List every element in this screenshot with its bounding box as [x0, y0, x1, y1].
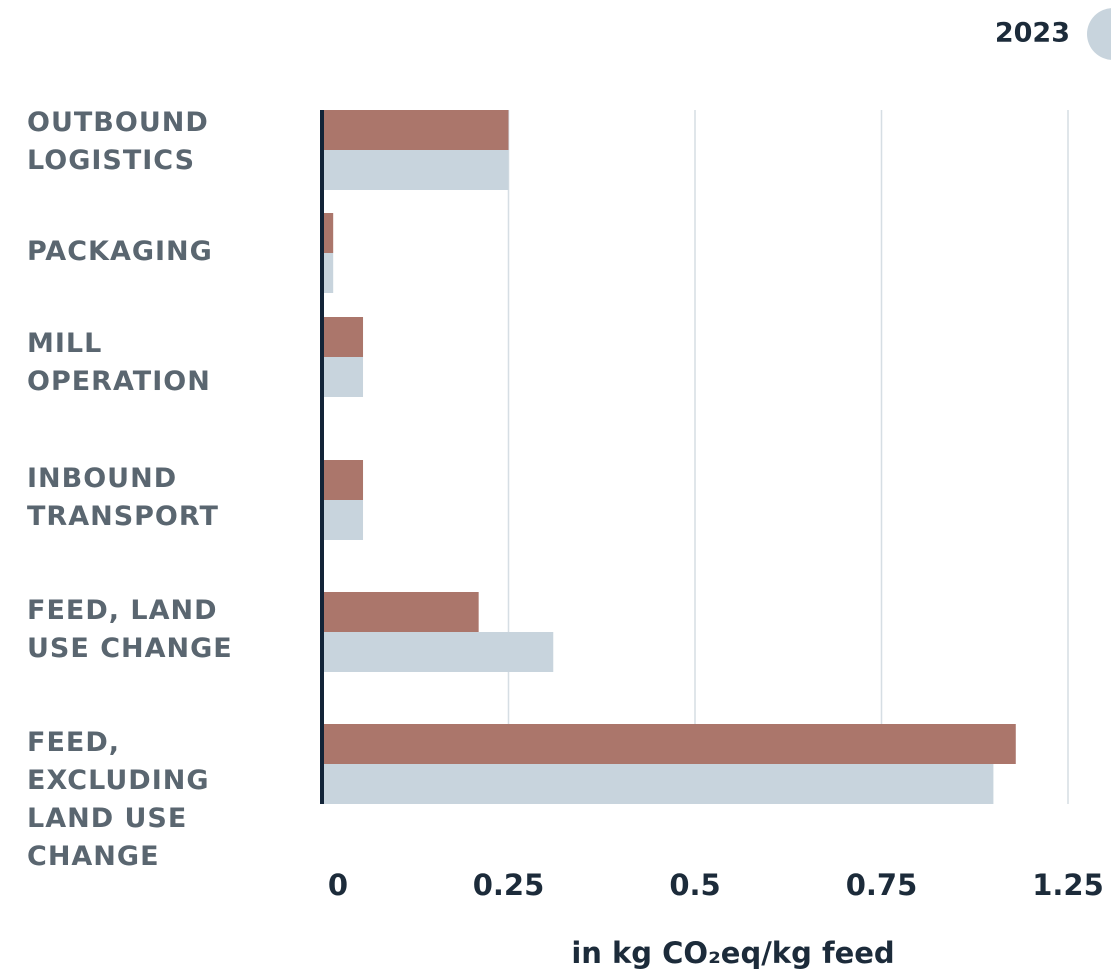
x-axis-title: in kg CO₂eq/kg feed — [571, 936, 894, 970]
category-label: INBOUND TRANSPORT — [27, 463, 219, 532]
bar — [322, 253, 334, 293]
bar — [322, 500, 364, 540]
category-label: FEED, LAND USE CHANGE — [27, 595, 233, 664]
bar — [322, 632, 554, 672]
bar — [322, 110, 509, 150]
legend-swatch — [1087, 8, 1111, 60]
bar — [322, 724, 1016, 764]
category-label: PACKAGING — [27, 236, 213, 267]
legend-label: 2023 — [995, 18, 1070, 49]
bar — [322, 592, 479, 632]
bar — [322, 357, 364, 397]
bar — [322, 317, 364, 357]
bar — [322, 764, 994, 804]
category-label: FEED, EXCLUDING LAND USE CHANGE — [27, 727, 210, 872]
x-tick-label: 0.75 — [846, 868, 918, 902]
category-label: OUTBOUND LOGISTICS — [27, 107, 209, 176]
x-tick-label: 1.25 — [1032, 868, 1104, 902]
category-label: MILL OPERATION — [27, 328, 211, 397]
x-tick-label: 0.5 — [669, 868, 720, 902]
bar — [322, 460, 364, 500]
bar — [322, 213, 334, 253]
x-tick-label: 0 — [328, 868, 348, 902]
x-tick-label: 0.25 — [473, 868, 545, 902]
bar — [322, 150, 509, 190]
